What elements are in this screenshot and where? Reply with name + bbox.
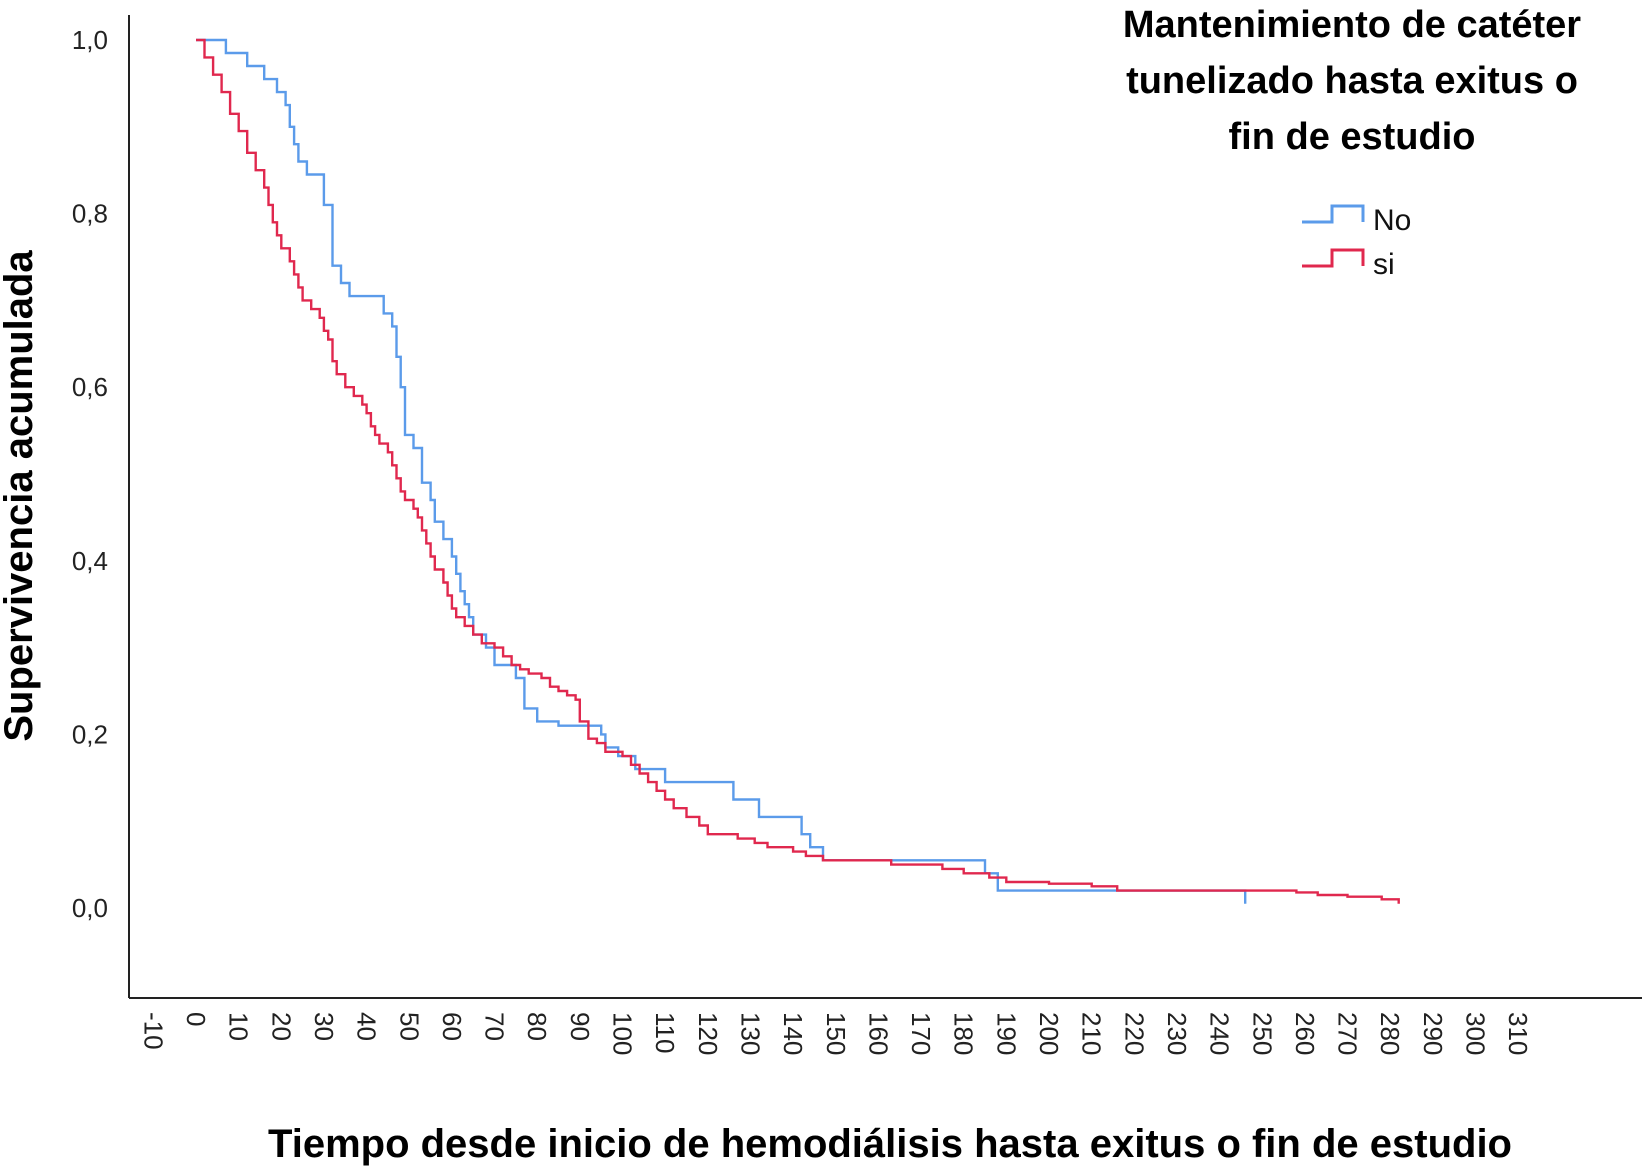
y-axis-label: Supervivencia acumulada (0, 250, 41, 742)
y-tick-labels: 0,0 0,2 0,4 0,6 0,8 1,0 (72, 25, 108, 923)
x-tick-label: 210 (1077, 1012, 1107, 1055)
series-layer (196, 38, 1400, 904)
x-tick-label: 250 (1247, 1012, 1277, 1055)
x-tick-label: 280 (1375, 1012, 1405, 1055)
x-tick-label: 110 (650, 1012, 680, 1053)
x-tick-label: 10 (224, 1012, 254, 1041)
x-tick-label: 200 (1034, 1012, 1064, 1055)
legend-label-si: si (1373, 248, 1395, 281)
x-tick-label: 0 (181, 1012, 211, 1026)
x-tick-label: 270 (1333, 1012, 1363, 1055)
x-tick-label: 310 (1503, 1012, 1533, 1055)
x-tick-label: 160 (863, 1012, 893, 1055)
y-tick-label: 0,2 (72, 719, 108, 749)
legend-title-line-3: fin de estudio (1229, 116, 1476, 158)
x-tick-label: 80 (522, 1012, 552, 1041)
x-tick-label: 50 (394, 1012, 424, 1041)
x-tick-label: -10 (138, 1012, 168, 1050)
legend-label-no: No (1373, 204, 1411, 237)
y-tick-label: 1,0 (72, 25, 108, 55)
x-tick-label: 170 (906, 1012, 936, 1055)
y-tick-label: 0,6 (72, 372, 108, 402)
x-tick-label: 180 (949, 1012, 979, 1055)
axes (128, 15, 1642, 999)
x-tick-label: 30 (309, 1012, 339, 1041)
x-tick-label: 300 (1461, 1012, 1491, 1055)
x-tick-label: 60 (437, 1012, 467, 1041)
legend-symbol-si (1302, 248, 1365, 268)
x-tick-label: 260 (1290, 1012, 1320, 1055)
x-tick-label: 220 (1119, 1012, 1149, 1055)
legend-title-line-1: Mantenimiento de catéter (1123, 4, 1581, 46)
legend-symbol-no (1302, 204, 1365, 224)
x-tick-label: 140 (778, 1012, 808, 1055)
x-tick-label: 70 (480, 1012, 510, 1041)
x-tick-label: 20 (266, 1012, 296, 1041)
x-tick-label: 150 (821, 1012, 851, 1055)
legend-items: No si (1302, 204, 1411, 281)
x-tick-label: 40 (352, 1012, 382, 1041)
legend: Mantenimiento de catéter tunelizado hast… (1123, 4, 1581, 281)
x-tick-label: 290 (1418, 1012, 1448, 1055)
x-tick-label: 120 (693, 1012, 723, 1055)
x-tick-label: 90 (565, 1012, 595, 1041)
x-tick-label: 240 (1205, 1012, 1235, 1055)
x-tick-label: 230 (1162, 1012, 1192, 1055)
x-tick-label: 130 (735, 1012, 765, 1055)
y-tick-label: 0,4 (72, 546, 108, 576)
y-tick-label: 0,0 (72, 893, 108, 923)
x-tick-label: 100 (608, 1012, 638, 1055)
x-tick-labels: -10 0 10 20 30 40 50 60 70 80 90 100 110 120 130 140 150… (138, 1012, 1533, 1055)
series-line-no (196, 38, 1247, 904)
x-axis-label: Tiempo desde inicio de hemodiálisis hast… (268, 1122, 1512, 1166)
y-tick-label: 0,8 (72, 199, 108, 229)
legend-title-line-2: tunelizado hasta exitus o (1126, 60, 1578, 102)
series-line-si (196, 38, 1400, 904)
x-tick-label: 190 (991, 1012, 1021, 1055)
